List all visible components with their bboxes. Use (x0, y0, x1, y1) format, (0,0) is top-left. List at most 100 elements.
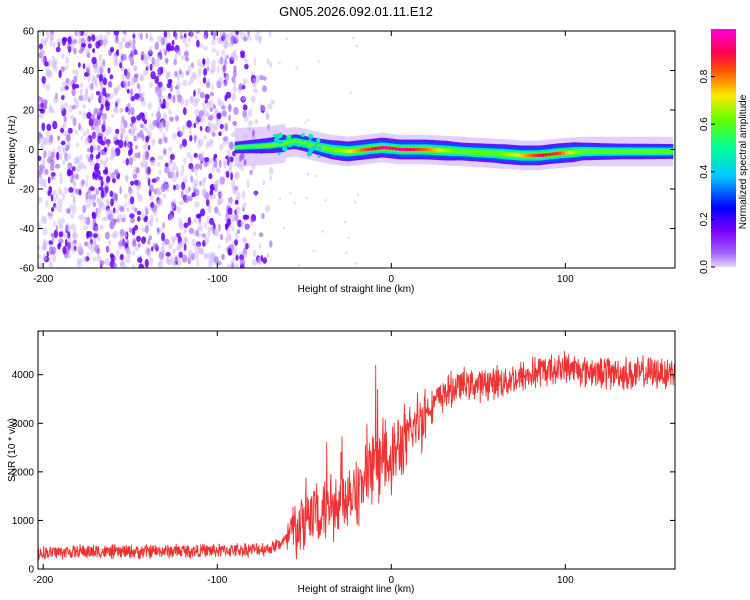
noise-speck (70, 192, 75, 198)
noise-speck (89, 198, 95, 206)
snr-x-ticks: -200 -100 0 100 (33, 331, 574, 586)
noise-speck (64, 233, 68, 240)
noise-speck (262, 180, 266, 185)
noise-speck (110, 173, 116, 179)
noise-speck (242, 202, 247, 207)
noise-speck (207, 230, 211, 238)
noise-speck (119, 186, 122, 195)
noise-speck (176, 245, 180, 252)
noise-speck (216, 260, 222, 266)
noise-speck (167, 243, 173, 250)
noise-speck (216, 50, 220, 57)
noise-speck (38, 113, 44, 119)
noise-speck (207, 204, 212, 214)
noise-speck (129, 122, 134, 128)
signal-peak-cell (383, 145, 389, 150)
noise-speck (222, 39, 228, 48)
noise-speck (41, 56, 46, 65)
noise-speck (208, 157, 214, 164)
noise-speck (125, 71, 131, 80)
noise-speck (242, 206, 245, 212)
noise-speck (107, 239, 111, 247)
noise-speck (92, 256, 97, 262)
noise-speck (93, 118, 99, 127)
signal-peak-cell (342, 149, 347, 153)
y-tick-label: 0 (28, 565, 34, 576)
noise-speck (113, 169, 119, 175)
noise-speck (60, 140, 66, 146)
noise-speck (62, 192, 65, 201)
colorbar-tick-label: 0.4 (699, 164, 710, 178)
noise-speck (151, 246, 154, 252)
noise-speck (70, 223, 76, 231)
noise-speck (137, 216, 141, 222)
noise-speck (225, 138, 229, 146)
noise-speck (246, 33, 250, 41)
noise-speck (232, 86, 238, 93)
noise-speck (243, 36, 248, 42)
noise-speck (54, 204, 58, 210)
noise-speck (155, 217, 159, 223)
noise-speck (58, 69, 62, 79)
chart-title: GN05.2026.092.01.11.E12 (279, 4, 433, 19)
noise-speck (130, 190, 134, 195)
noise-speck (96, 248, 101, 255)
noise-speck (289, 191, 292, 195)
noise-speck (304, 121, 307, 124)
noise-speck (193, 251, 199, 260)
noise-speck (69, 114, 75, 120)
noise-speck (70, 213, 74, 219)
signal-blob (287, 142, 293, 148)
noise-speck (158, 138, 163, 145)
noise-speck (317, 60, 320, 63)
x-tick-label: 0 (389, 575, 395, 586)
noise-speck (38, 31, 43, 34)
noise-speck (229, 31, 233, 37)
noise-speck (63, 115, 67, 122)
noise-speck (191, 179, 195, 184)
noise-speck (139, 129, 143, 139)
noise-speck (160, 246, 166, 255)
noise-speck (76, 142, 80, 148)
noise-speck (79, 154, 83, 161)
noise-speck (83, 31, 89, 38)
noise-speck (159, 98, 162, 107)
noise-speck (219, 39, 223, 45)
noise-speck (193, 217, 198, 224)
noise-speck (235, 35, 240, 40)
noise-speck (67, 231, 71, 239)
noise-speck (176, 184, 181, 191)
signal-peak-cell (498, 151, 504, 156)
noise-speck (211, 83, 214, 92)
noise-speck (100, 189, 105, 199)
noise-speck (55, 193, 59, 200)
noise-speck (109, 74, 114, 80)
x-tick-label: 100 (557, 575, 574, 586)
noise-speck (223, 81, 228, 88)
noise-speck (231, 247, 238, 256)
noise-speck (247, 109, 253, 117)
noise-speck (83, 164, 87, 170)
noise-speck (241, 221, 244, 228)
noise-speck (57, 205, 63, 213)
noise-speck (63, 102, 69, 109)
noise-speck (157, 70, 162, 78)
noise-speck (125, 106, 129, 113)
noise-speck (186, 120, 192, 128)
signal-peak-cell (415, 147, 420, 152)
noise-speck (121, 73, 125, 81)
noise-speck (154, 75, 159, 84)
noise-speck (103, 146, 108, 153)
noise-speck (40, 38, 45, 45)
noise-speck (228, 248, 231, 256)
noise-speck (100, 95, 105, 104)
noise-speck (218, 100, 225, 107)
noise-speck (218, 131, 222, 137)
noise-speck (119, 233, 124, 243)
noise-speck (194, 245, 197, 253)
noise-speck (234, 239, 239, 246)
noise-speck (226, 218, 232, 226)
noise-speck (249, 169, 253, 175)
noise-speck (191, 192, 196, 198)
